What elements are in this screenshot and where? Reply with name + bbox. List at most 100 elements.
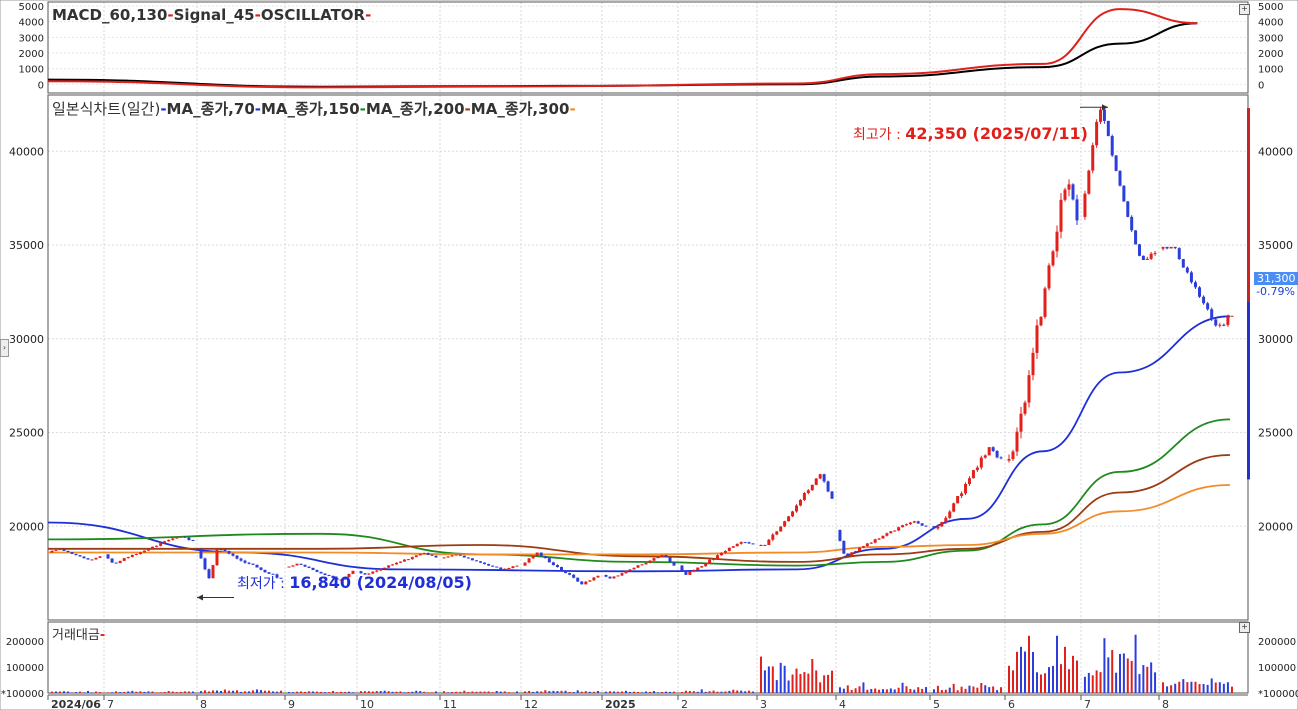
- volume-bar: [1214, 682, 1217, 693]
- candle: [719, 552, 723, 556]
- volume-bar: [909, 688, 912, 693]
- ma70-legend[interactable]: MA_종가,70: [166, 100, 255, 118]
- volume-panel-expand-button[interactable]: +: [1239, 622, 1250, 633]
- volume-bar: [771, 666, 774, 693]
- macd-legend-signal[interactable]: Signal_45: [173, 6, 255, 24]
- x-tick-label: 2024/06: [51, 698, 101, 710]
- volume-bar: [617, 691, 619, 693]
- volume-bar: [240, 691, 242, 693]
- candle: [375, 570, 379, 572]
- candle: [916, 521, 920, 524]
- volume-bar: [344, 692, 346, 694]
- price-legend-title[interactable]: 일본식차트(일간): [52, 100, 161, 118]
- volume-bar: [495, 690, 498, 693]
- candle: [1165, 246, 1169, 249]
- candle: [696, 567, 700, 571]
- volume-bar: [831, 670, 834, 693]
- macd-panel-expand-button[interactable]: +: [1239, 4, 1250, 15]
- volume-bar: [732, 689, 735, 693]
- volume-bar: [415, 690, 418, 693]
- candle: [652, 558, 656, 561]
- macd-y-tick-left: 3000: [19, 33, 44, 44]
- volume-bar: [248, 691, 250, 693]
- ma70-dash-pre: -: [160, 100, 167, 118]
- volume-bar: [59, 691, 61, 693]
- candle: [395, 562, 399, 565]
- volume-bar: [996, 690, 999, 693]
- candle: [410, 557, 414, 560]
- candle: [543, 556, 547, 559]
- x-tick-label: 8: [1162, 698, 1169, 710]
- macd-y-tick-left: 0: [38, 80, 44, 91]
- x-tick-label: 9: [288, 698, 295, 710]
- candle: [1169, 246, 1173, 249]
- volume-bar: [1170, 685, 1173, 693]
- candle: [787, 516, 791, 522]
- volume-legend-dash: -: [99, 628, 106, 643]
- candle: [616, 575, 620, 577]
- candle: [491, 565, 495, 567]
- volume-bar: [791, 674, 794, 693]
- candle: [826, 481, 830, 492]
- candle: [291, 565, 295, 567]
- volume-bar: [1008, 665, 1010, 693]
- volume-bar: [748, 690, 751, 693]
- x-tick-label: 3: [760, 698, 767, 710]
- volume-bar: [661, 691, 663, 693]
- volume-bar: [300, 691, 302, 693]
- volume-bar: [111, 692, 114, 694]
- volume-bar: [621, 691, 623, 693]
- candle: [1210, 309, 1214, 320]
- candle: [58, 549, 62, 551]
- vol-y-tick-right: 200000: [1258, 637, 1296, 648]
- ma300-legend[interactable]: MA_종가,300: [470, 100, 570, 118]
- price-y-tick-right: 25000: [1258, 427, 1293, 440]
- volume-bar: [921, 688, 924, 693]
- candle: [1007, 459, 1011, 461]
- panel-expand-handle[interactable]: ›: [0, 339, 9, 357]
- candle: [155, 545, 159, 547]
- volume-bar: [854, 688, 857, 693]
- volume-bar: [846, 685, 849, 693]
- candle: [771, 534, 775, 540]
- candle: [850, 552, 854, 556]
- ma150-legend[interactable]: MA_종가,150: [261, 100, 360, 118]
- macd-legend-osc[interactable]: OSCILLATOR: [260, 6, 366, 24]
- candle: [572, 574, 576, 578]
- candle: [920, 523, 924, 526]
- volume-bar: [75, 692, 77, 694]
- volume-bar: [475, 691, 478, 693]
- volume-legend-label[interactable]: 거래대금: [52, 628, 100, 643]
- volume-bar: [596, 690, 599, 693]
- candle: [842, 540, 846, 554]
- volume-bar: [336, 692, 338, 694]
- candle: [98, 556, 102, 558]
- volume-bar: [850, 689, 853, 693]
- candle: [1102, 109, 1106, 121]
- candle: [199, 548, 203, 559]
- volume-bar: [55, 691, 57, 693]
- volume-bar: [1107, 657, 1110, 693]
- candle: [672, 561, 676, 566]
- candle: [727, 547, 731, 552]
- volume-bar: [1130, 660, 1133, 693]
- candle: [846, 553, 850, 556]
- volume-bar: [1226, 682, 1229, 693]
- volume-bar: [552, 690, 555, 693]
- volume-bar: [799, 673, 802, 693]
- candle: [450, 555, 454, 557]
- candle: [1185, 267, 1189, 273]
- volume-bar: [312, 691, 314, 693]
- ma200-legend[interactable]: MA_종가,200: [365, 100, 465, 118]
- volume-bar: [463, 690, 466, 693]
- volume-bar: [874, 688, 877, 693]
- candle: [263, 569, 267, 573]
- volume-bar: [1146, 666, 1149, 693]
- candle: [474, 560, 478, 562]
- candle: [1110, 136, 1114, 156]
- volume-bar: [956, 690, 959, 693]
- macd-y-tick-right: 2000: [1258, 49, 1283, 60]
- macd-legend-macd[interactable]: MACD_60,130: [52, 6, 168, 24]
- volume-bar: [605, 691, 607, 693]
